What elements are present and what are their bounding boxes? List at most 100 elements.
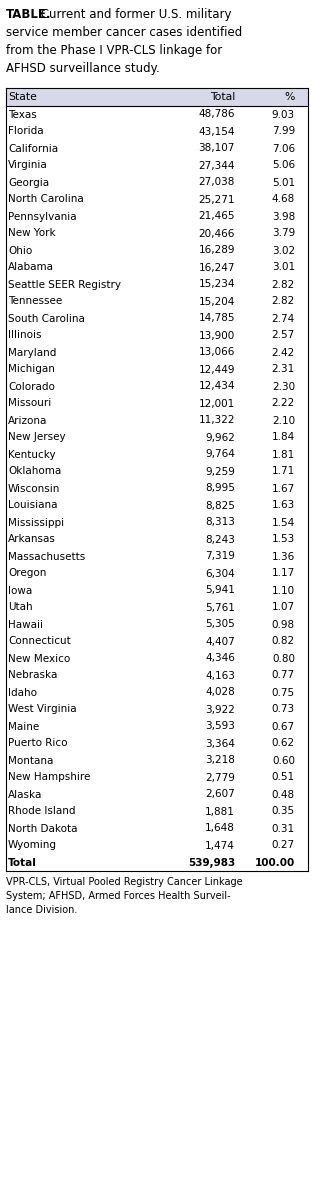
Text: 1.84: 1.84 (272, 432, 295, 443)
Text: 15,204: 15,204 (199, 297, 235, 306)
Text: North Carolina: North Carolina (8, 195, 84, 204)
Text: 4,028: 4,028 (205, 687, 235, 698)
Text: Oklahoma: Oklahoma (8, 466, 61, 476)
Text: Pennsylvania: Pennsylvania (8, 211, 77, 222)
Text: Michigan: Michigan (8, 364, 55, 375)
Text: Illinois: Illinois (8, 330, 41, 341)
Text: 2,779: 2,779 (205, 773, 235, 782)
Text: 1.17: 1.17 (272, 569, 295, 578)
Text: Arkansas: Arkansas (8, 534, 56, 545)
Text: Florida: Florida (8, 127, 44, 137)
Text: 3.79: 3.79 (272, 229, 295, 239)
Text: 20,466: 20,466 (199, 229, 235, 239)
Text: 3.02: 3.02 (272, 246, 295, 255)
Text: 2,607: 2,607 (205, 789, 235, 800)
Text: 3.01: 3.01 (272, 262, 295, 273)
Text: 16,247: 16,247 (198, 262, 235, 273)
Text: 0.62: 0.62 (272, 738, 295, 749)
Text: 1.10: 1.10 (272, 585, 295, 596)
Text: 1.36: 1.36 (272, 552, 295, 561)
Text: 2.42: 2.42 (272, 348, 295, 357)
Text: Montana: Montana (8, 755, 53, 766)
Text: Oregon: Oregon (8, 569, 46, 578)
Text: Hawaii: Hawaii (8, 620, 43, 629)
Text: 5,941: 5,941 (205, 585, 235, 596)
Text: 8,313: 8,313 (205, 518, 235, 527)
Text: 1.67: 1.67 (272, 483, 295, 494)
Text: West Virginia: West Virginia (8, 705, 77, 715)
Text: Wisconsin: Wisconsin (8, 483, 60, 494)
Text: 7.99: 7.99 (272, 127, 295, 137)
Text: 0.27: 0.27 (272, 840, 295, 851)
Text: 0.48: 0.48 (272, 789, 295, 800)
Text: 48,786: 48,786 (198, 109, 235, 120)
Text: 9,962: 9,962 (205, 432, 235, 443)
Text: Puerto Rico: Puerto Rico (8, 738, 68, 749)
Text: 2.10: 2.10 (272, 415, 295, 425)
Text: Maryland: Maryland (8, 348, 57, 357)
Text: 5.01: 5.01 (272, 178, 295, 188)
Text: Tennessee: Tennessee (8, 297, 62, 306)
Text: 3,218: 3,218 (205, 755, 235, 766)
Text: Massachusetts: Massachusetts (8, 552, 85, 561)
Text: 539,983: 539,983 (188, 857, 235, 868)
Text: Arizona: Arizona (8, 415, 47, 425)
Text: AFHSD surveillance study.: AFHSD surveillance study. (6, 62, 160, 75)
Text: 8,243: 8,243 (205, 534, 235, 545)
Text: New Hampshire: New Hampshire (8, 773, 90, 782)
Text: Total: Total (8, 857, 37, 868)
Text: 9,764: 9,764 (205, 450, 235, 459)
Text: Colorado: Colorado (8, 381, 55, 392)
Text: 2.31: 2.31 (272, 364, 295, 375)
Text: 13,900: 13,900 (199, 330, 235, 341)
Text: VPR-CLS, Virtual Pooled Registry Cancer Linkage: VPR-CLS, Virtual Pooled Registry Cancer … (6, 877, 243, 887)
Text: Total: Total (210, 93, 235, 102)
Text: 14,785: 14,785 (198, 313, 235, 324)
Text: New Jersey: New Jersey (8, 432, 66, 443)
Text: New Mexico: New Mexico (8, 654, 70, 664)
Text: California: California (8, 144, 58, 153)
Text: 2.30: 2.30 (272, 381, 295, 392)
Text: 6,304: 6,304 (205, 569, 235, 578)
Text: 2.74: 2.74 (272, 313, 295, 324)
Text: 4,346: 4,346 (205, 654, 235, 664)
Text: 0.35: 0.35 (272, 806, 295, 817)
Text: 3,364: 3,364 (205, 738, 235, 749)
Text: TABLE.: TABLE. (6, 8, 51, 21)
Text: 0.73: 0.73 (272, 705, 295, 715)
Text: 3,922: 3,922 (205, 705, 235, 715)
Text: 21,465: 21,465 (198, 211, 235, 222)
Text: 5,305: 5,305 (205, 620, 235, 629)
Text: 0.31: 0.31 (272, 824, 295, 833)
Text: Alabama: Alabama (8, 262, 54, 273)
Text: 0.51: 0.51 (272, 773, 295, 782)
Text: State: State (8, 93, 37, 102)
Text: 7,319: 7,319 (205, 552, 235, 561)
Text: from the Phase I VPR-CLS linkage for: from the Phase I VPR-CLS linkage for (6, 44, 222, 57)
Text: 0.67: 0.67 (272, 722, 295, 731)
Text: South Carolina: South Carolina (8, 313, 85, 324)
Text: Rhode Island: Rhode Island (8, 806, 75, 817)
Text: 1.54: 1.54 (272, 518, 295, 527)
Text: 7.06: 7.06 (272, 144, 295, 153)
Text: 1.71: 1.71 (272, 466, 295, 476)
Text: Georgia: Georgia (8, 178, 49, 188)
Text: Mississippi: Mississippi (8, 518, 64, 527)
Text: 8,825: 8,825 (205, 501, 235, 510)
Text: service member cancer cases identified: service member cancer cases identified (6, 26, 242, 39)
Text: System; AFHSD, Armed Forces Health Surveil-: System; AFHSD, Armed Forces Health Surve… (6, 891, 230, 901)
Text: 1,881: 1,881 (205, 806, 235, 817)
Text: 4,163: 4,163 (205, 671, 235, 680)
Text: 16,289: 16,289 (198, 246, 235, 255)
Text: 1.53: 1.53 (272, 534, 295, 545)
Text: 12,449: 12,449 (198, 364, 235, 375)
Text: Maine: Maine (8, 722, 39, 731)
Text: 0.77: 0.77 (272, 671, 295, 680)
Text: Virginia: Virginia (8, 160, 48, 171)
Text: North Dakota: North Dakota (8, 824, 78, 833)
Text: 4.68: 4.68 (272, 195, 295, 204)
Text: Missouri: Missouri (8, 399, 51, 408)
Text: 27,038: 27,038 (199, 178, 235, 188)
Text: 2.82: 2.82 (272, 279, 295, 290)
Text: 5,761: 5,761 (205, 603, 235, 612)
